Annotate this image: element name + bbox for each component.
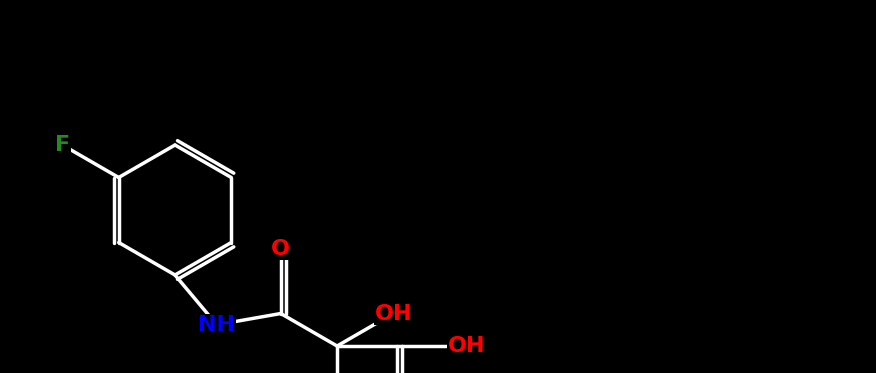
Text: F: F bbox=[55, 135, 70, 155]
Text: OH: OH bbox=[375, 304, 412, 323]
Text: NH: NH bbox=[198, 315, 236, 335]
Text: O: O bbox=[272, 238, 290, 258]
Text: OH: OH bbox=[449, 336, 486, 356]
